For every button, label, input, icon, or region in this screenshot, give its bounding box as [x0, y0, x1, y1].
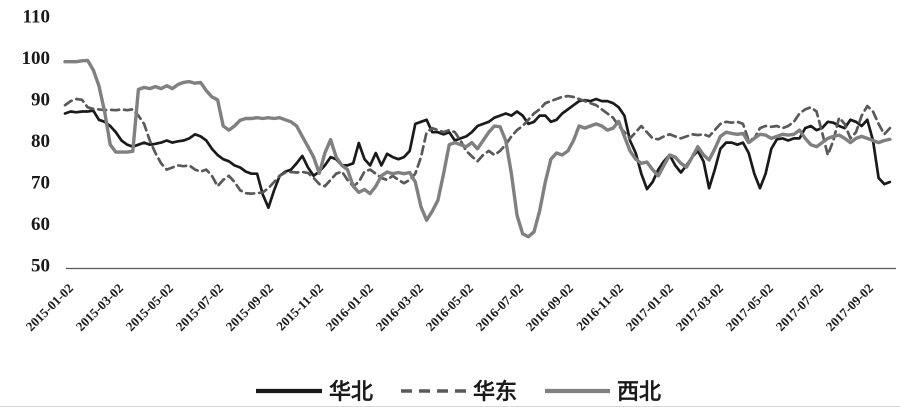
x-tick-label: 2015-09-02 [223, 281, 277, 335]
x-tick-label: 2017-05-02 [723, 281, 777, 335]
x-tick-label: 2017-09-02 [823, 281, 877, 335]
legend-item-northwest: 西北 [545, 379, 661, 404]
x-tick-label: 2017-03-02 [673, 281, 727, 335]
x-tick-label: 2015-03-02 [73, 281, 127, 335]
y-tick-label: 70 [31, 173, 50, 194]
x-axis-labels: 2015-01-022015-03-022015-05-022015-07-02… [23, 281, 877, 335]
legend-item-east-china: 华东 [401, 379, 517, 404]
x-tick-label: 2017-07-02 [773, 281, 827, 335]
x-tick-label: 2016-07-02 [473, 281, 527, 335]
y-tick-label: 90 [31, 90, 50, 111]
x-tick-label: 2016-01-02 [323, 281, 377, 335]
x-tick-label: 2015-07-02 [173, 281, 227, 335]
x-tick-label: 2016-05-02 [423, 281, 477, 335]
x-tick-label: 2015-01-02 [23, 281, 77, 335]
series-line-north-china [63, 97, 892, 210]
x-tick-label: 2016-11-02 [573, 281, 626, 334]
y-tick-label: 60 [31, 214, 50, 235]
x-tick-label: 2015-11-02 [273, 281, 326, 334]
y-tick-label: 80 [31, 131, 50, 152]
x-tick-label: 2017-01-02 [623, 281, 677, 335]
y-tick-label: 50 [31, 256, 50, 277]
legend-label-east-china: 华东 [473, 379, 517, 404]
x-tick-label: 2016-09-02 [523, 281, 577, 335]
series-line-northwest [63, 58, 892, 239]
legend-label-northwest: 西北 [617, 379, 661, 404]
legend: 华北 华东 西北 [256, 379, 661, 404]
y-tick-label: 100 [22, 48, 51, 69]
y-tick-label: 110 [23, 7, 50, 28]
x-tick-label: 2016-03-02 [373, 281, 427, 335]
y-axis-labels: 110 100 90 80 70 60 50 [22, 7, 51, 277]
legend-label-north-china: 华北 [329, 379, 373, 404]
legend-item-north-china: 华北 [256, 379, 373, 404]
x-tick-label: 2015-05-02 [123, 281, 177, 335]
series-line-east-china [63, 94, 892, 195]
